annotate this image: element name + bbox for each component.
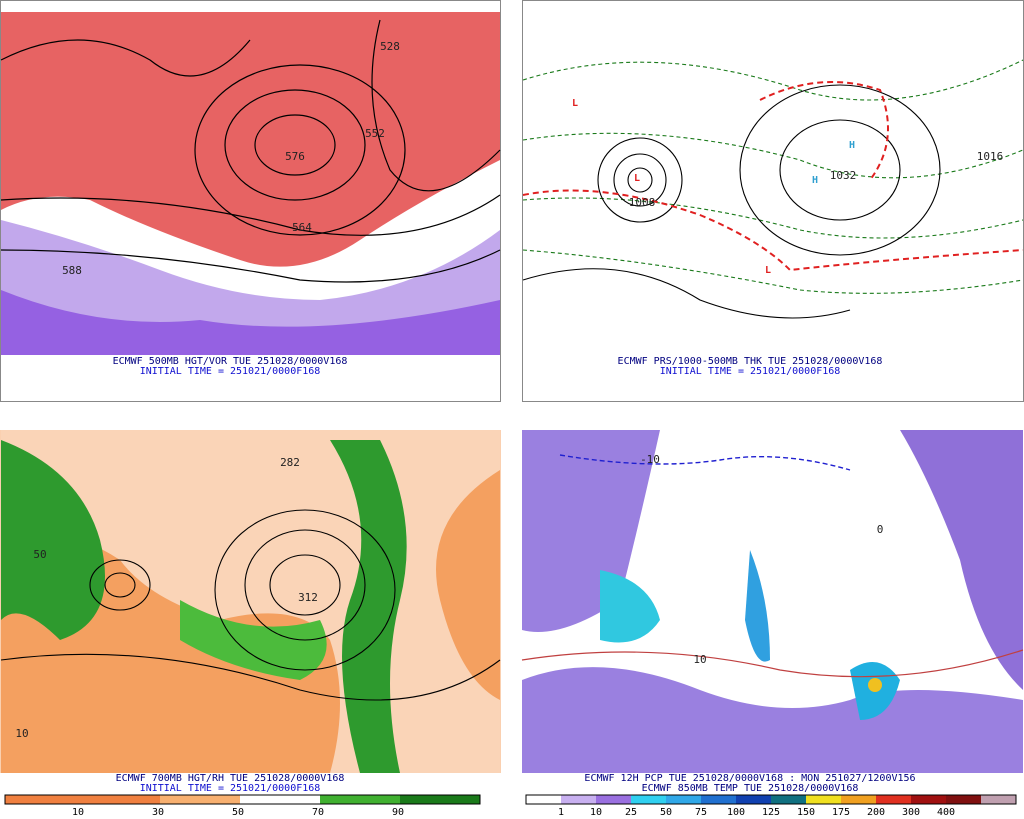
colorbar-swatch bbox=[701, 795, 736, 804]
colorbar-swatch bbox=[320, 795, 400, 804]
contour-label: 50 bbox=[33, 548, 46, 561]
colorbar-label: 10 bbox=[590, 807, 602, 818]
colorbar-label: 125 bbox=[762, 807, 780, 818]
contour-label: 282 bbox=[280, 456, 300, 469]
high-marker: H bbox=[849, 140, 855, 151]
colorbar bbox=[4, 794, 481, 805]
colorbar-swatch bbox=[736, 795, 771, 804]
contour-label: 528 bbox=[380, 40, 400, 53]
low-marker: L bbox=[634, 173, 640, 184]
contour-label: 552 bbox=[365, 127, 385, 140]
caption: ECMWF 700MB HGT/RH TUE 251028/0000V168 bbox=[116, 773, 345, 784]
initial-time: INITIAL TIME = 251021/0000F168 bbox=[660, 366, 841, 377]
colorbar-label: 75 bbox=[695, 807, 707, 818]
contour-label: 1016 bbox=[977, 150, 1004, 163]
height-contours bbox=[0, 509, 501, 701]
contour-label: 1032 bbox=[830, 169, 857, 182]
colorbar-swatch bbox=[806, 795, 841, 804]
humidity-area bbox=[1, 440, 105, 640]
temp-contour bbox=[521, 649, 1024, 678]
contour-label: 0 bbox=[877, 523, 884, 536]
colorbar-label: 200 bbox=[867, 807, 885, 818]
contour-label: 576 bbox=[285, 150, 305, 163]
thickness-540 bbox=[522, 189, 1024, 272]
precip-area bbox=[868, 678, 882, 692]
colorbar-swatch bbox=[911, 795, 946, 804]
low-marker: L bbox=[572, 98, 578, 109]
vorticity-area bbox=[1, 290, 500, 355]
thickness-540 bbox=[759, 81, 889, 181]
caption: ECMWF 12H PCP TUE 251028/0000V168 : MON … bbox=[584, 773, 915, 784]
colorbar-label: 50 bbox=[660, 807, 672, 818]
contour-label: 1008 bbox=[629, 196, 656, 209]
colorbar-swatch bbox=[841, 795, 876, 804]
height-contours bbox=[0, 19, 501, 283]
colorbar-label: 50 bbox=[232, 807, 244, 818]
vorticity-area bbox=[1, 12, 500, 267]
colorbar-swatch bbox=[160, 795, 240, 804]
colorbar-label: 25 bbox=[625, 807, 637, 818]
colorbar-label: 30 bbox=[152, 807, 164, 818]
contour-label: -10 bbox=[640, 453, 660, 466]
colorbar-label: 100 bbox=[727, 807, 745, 818]
precip-area bbox=[522, 430, 660, 632]
colorbar-label: 10 bbox=[72, 807, 84, 818]
colorbar-swatch bbox=[666, 795, 701, 804]
colorbar-swatch bbox=[631, 795, 666, 804]
humidity-area bbox=[180, 600, 327, 680]
contour-label: 10 bbox=[15, 727, 28, 740]
colorbar-swatch bbox=[596, 795, 631, 804]
precip-area bbox=[600, 570, 660, 643]
low-marker: L bbox=[765, 265, 771, 276]
precip-area bbox=[745, 550, 770, 662]
caption: ECMWF PRS/1000-500MB THK TUE 251028/0000… bbox=[618, 356, 883, 367]
precip-area bbox=[522, 667, 1023, 773]
colorbar-swatch bbox=[981, 795, 1016, 804]
panel-precip: -10 0 10 ECMWF 12H PCP TUE 251028/0000V1… bbox=[521, 430, 1024, 818]
panel-500mb: 576 552 528 564 588 ECMWF 500MB HGT/VOR … bbox=[0, 0, 501, 402]
panel-pressure: H H L L L 1032 1016 1008 ECMWF PRS/1000-… bbox=[522, 0, 1024, 402]
colorbar-swatch bbox=[946, 795, 981, 804]
colorbar-swatch bbox=[526, 795, 561, 804]
colorbar-label: 300 bbox=[902, 807, 920, 818]
caption: ECMWF 500MB HGT/VOR TUE 251028/0000V168 bbox=[113, 356, 348, 367]
panel-700mb: 312 282 10 50 ECMWF 700MB HGT/RH TUE 251… bbox=[0, 430, 501, 818]
colorbar-swatch bbox=[561, 795, 596, 804]
pressure-contours bbox=[522, 84, 941, 319]
contour-label: 564 bbox=[292, 221, 312, 234]
colorbar-swatch bbox=[400, 795, 480, 804]
caption-temp: ECMWF 850MB TEMP TUE 251028/0000V168 bbox=[642, 783, 859, 794]
precip-area bbox=[900, 430, 1023, 690]
colorbar-swatch bbox=[5, 795, 160, 804]
initial-time: INITIAL TIME = 251021/0000F168 bbox=[140, 366, 321, 377]
contour-label: 10 bbox=[693, 653, 706, 666]
colorbar-frame bbox=[4, 794, 481, 805]
contour-label: 588 bbox=[62, 264, 82, 277]
colorbar-label: 175 bbox=[832, 807, 850, 818]
colorbar-label: 70 bbox=[312, 807, 324, 818]
initial-time: INITIAL TIME = 251021/0000F168 bbox=[140, 783, 321, 794]
temp-contour bbox=[559, 454, 851, 471]
colorbar-swatch bbox=[240, 795, 320, 804]
high-marker: H bbox=[812, 175, 818, 186]
colorbar-label: 400 bbox=[937, 807, 955, 818]
colorbar-label: 90 bbox=[392, 807, 404, 818]
colorbar-label: 150 bbox=[797, 807, 815, 818]
colorbar-label: 1 bbox=[558, 807, 564, 818]
panel-frame bbox=[522, 0, 1024, 402]
colorbar-frame bbox=[525, 794, 1017, 805]
humidity-area bbox=[330, 440, 407, 773]
colorbar-swatch bbox=[876, 795, 911, 804]
contour-label: 312 bbox=[298, 591, 318, 604]
colorbar-swatch bbox=[771, 795, 806, 804]
